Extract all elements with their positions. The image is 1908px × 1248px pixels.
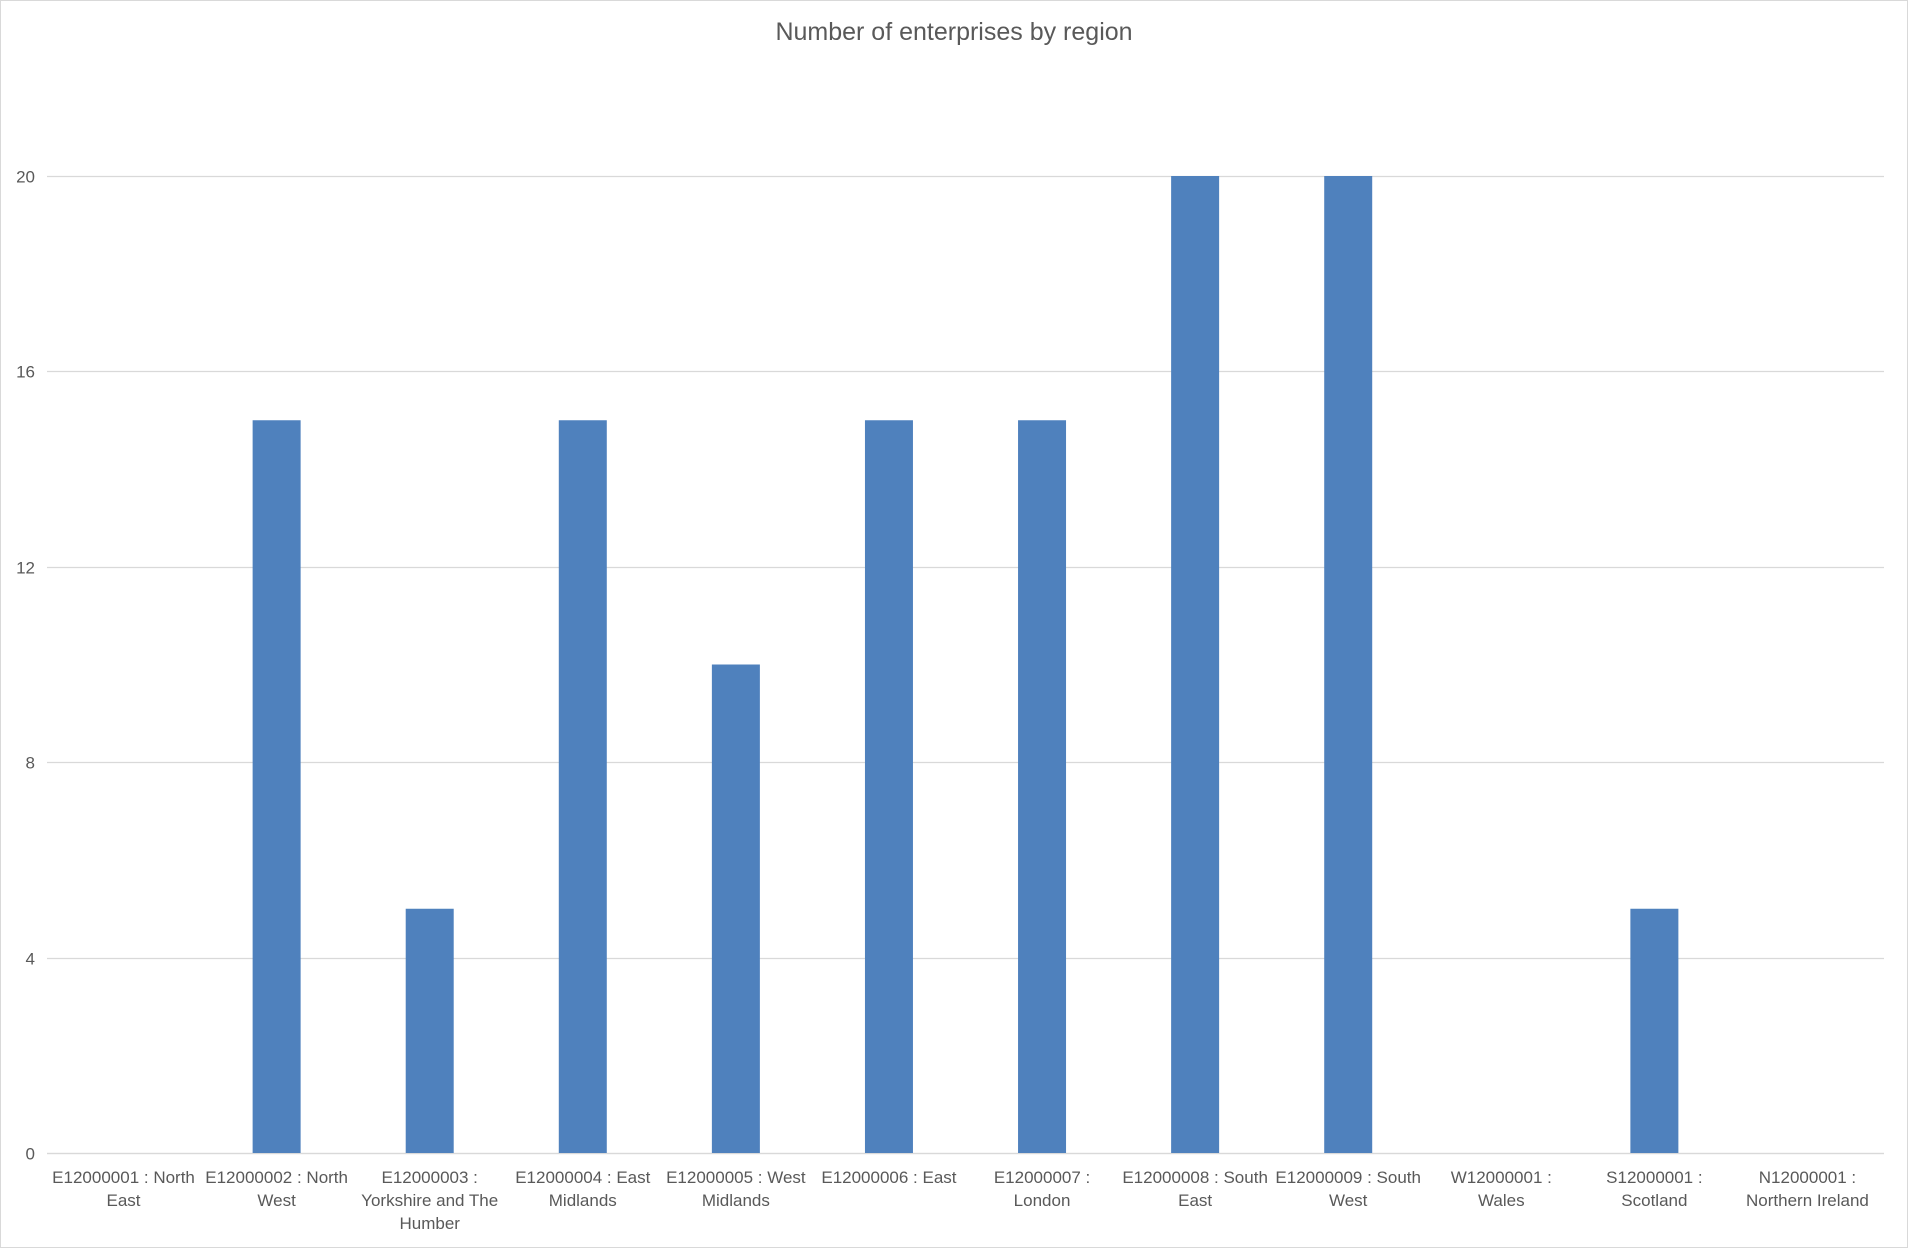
bar (864, 420, 913, 1153)
y-tick-label: 0 (26, 1145, 35, 1164)
bar (1630, 908, 1679, 1153)
bar (558, 420, 607, 1153)
x-category-label: W12000001 : Wales (1451, 1168, 1552, 1210)
bar (1018, 420, 1067, 1153)
bar (1324, 176, 1373, 1153)
x-category-label: S12000001 : Scotland (1606, 1168, 1702, 1210)
y-tick-label: 20 (16, 168, 35, 187)
bar (405, 908, 454, 1153)
bar (1171, 176, 1220, 1153)
x-category-label: E12000009 : South West (1275, 1168, 1421, 1210)
chart-title: Number of enterprises by region (775, 18, 1133, 46)
x-category-label: E12000004 : East Midlands (515, 1168, 650, 1210)
y-tick-label: 16 (16, 363, 35, 382)
y-tick-label: 4 (26, 950, 35, 969)
bar (252, 420, 301, 1153)
x-category-label: E12000003 : Yorkshire and The Humber (361, 1168, 498, 1233)
x-category-label: E12000001 : North East (52, 1168, 195, 1210)
x-category-label: E12000006 : East (821, 1168, 956, 1187)
bar (711, 664, 760, 1153)
x-category-label: N12000001 : Northern Ireland (1746, 1168, 1869, 1210)
x-category-label: E12000008 : South East (1122, 1168, 1268, 1210)
y-tick-label: 8 (26, 754, 35, 773)
x-category-label: E12000005 : West Midlands (666, 1168, 806, 1210)
bars (252, 176, 1679, 1153)
gridlines (47, 175, 1884, 1155)
y-tick-label: 12 (16, 559, 35, 578)
y-axis-tick-labels: 0 4 8 12 16 20 (16, 168, 35, 1164)
x-category-label: E12000007 : London (994, 1168, 1090, 1210)
x-category-label: E12000002 : North West (205, 1168, 348, 1210)
